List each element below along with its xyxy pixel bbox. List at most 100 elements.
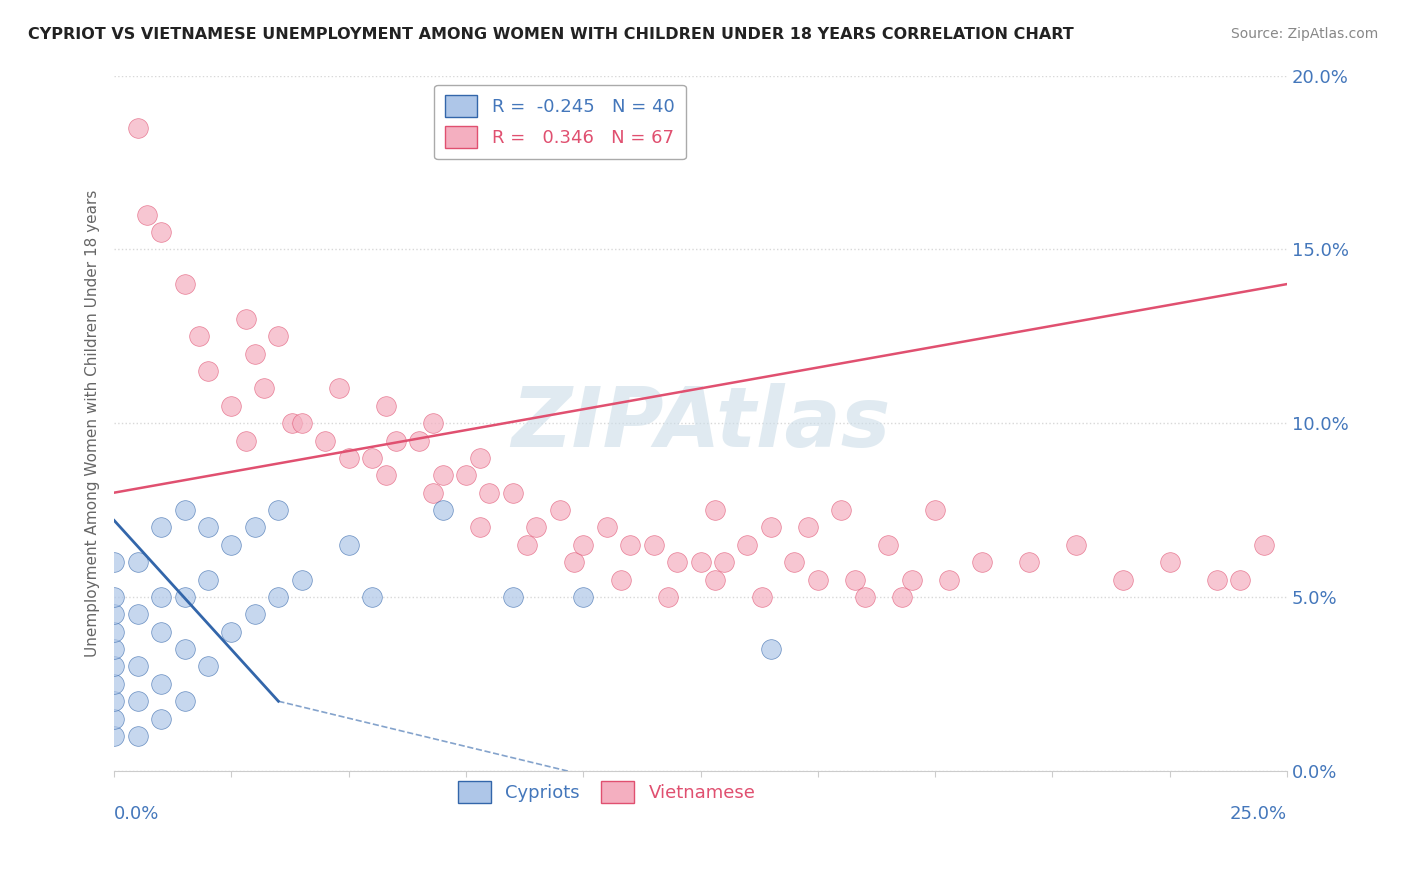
Point: [797, 520, 820, 534]
Point: [173, 642, 195, 657]
Point: [197, 573, 219, 587]
Point: [759, 642, 782, 657]
Text: CYPRIOT VS VIETNAMESE UNEMPLOYMENT AMONG WOMEN WITH CHILDREN UNDER 18 YEARS CORR: CYPRIOT VS VIETNAMESE UNEMPLOYMENT AMONG…: [28, 27, 1074, 42]
Point: [103, 694, 125, 708]
Point: [127, 120, 149, 135]
Point: [197, 659, 219, 673]
Point: [291, 416, 314, 430]
Point: [751, 590, 773, 604]
Point: [173, 694, 195, 708]
Point: [103, 590, 125, 604]
Point: [173, 590, 195, 604]
Point: [197, 364, 219, 378]
Point: [103, 555, 125, 569]
Point: [1253, 538, 1275, 552]
Point: [150, 520, 173, 534]
Point: [1229, 573, 1251, 587]
Point: [221, 538, 243, 552]
Point: [150, 225, 173, 239]
Point: [1064, 538, 1087, 552]
Point: [548, 503, 571, 517]
Legend: Cypriots, Vietnamese: Cypriots, Vietnamese: [451, 774, 762, 811]
Point: [243, 607, 266, 622]
Point: [243, 520, 266, 534]
Point: [468, 450, 491, 465]
Point: [375, 468, 398, 483]
Point: [759, 520, 782, 534]
Point: [173, 277, 195, 291]
Text: 0.0%: 0.0%: [114, 805, 159, 823]
Point: [432, 503, 454, 517]
Point: [1018, 555, 1040, 569]
Point: [689, 555, 711, 569]
Point: [375, 399, 398, 413]
Point: [187, 329, 209, 343]
Point: [1159, 555, 1181, 569]
Point: [337, 450, 360, 465]
Point: [361, 590, 384, 604]
Point: [221, 399, 243, 413]
Point: [150, 624, 173, 639]
Point: [103, 712, 125, 726]
Point: [737, 538, 759, 552]
Point: [127, 694, 149, 708]
Point: [197, 520, 219, 534]
Point: [103, 642, 125, 657]
Point: [853, 590, 876, 604]
Point: [384, 434, 406, 448]
Point: [562, 555, 585, 569]
Point: [807, 573, 830, 587]
Point: [281, 416, 304, 430]
Point: [1205, 573, 1227, 587]
Point: [703, 503, 725, 517]
Text: ZIPAtlas: ZIPAtlas: [510, 383, 890, 464]
Point: [713, 555, 735, 569]
Point: [478, 485, 501, 500]
Point: [643, 538, 665, 552]
Point: [150, 677, 173, 691]
Point: [900, 573, 922, 587]
Point: [783, 555, 806, 569]
Point: [150, 712, 173, 726]
Point: [127, 659, 149, 673]
Point: [221, 624, 243, 639]
Point: [173, 503, 195, 517]
Point: [103, 607, 125, 622]
Point: [103, 659, 125, 673]
Point: [830, 503, 852, 517]
Point: [502, 485, 524, 500]
Point: [267, 329, 290, 343]
Y-axis label: Unemployment Among Women with Children Under 18 years: Unemployment Among Women with Children U…: [86, 189, 100, 657]
Point: [328, 381, 350, 395]
Point: [844, 573, 866, 587]
Point: [596, 520, 619, 534]
Point: [657, 590, 679, 604]
Text: 25.0%: 25.0%: [1230, 805, 1286, 823]
Point: [136, 208, 159, 222]
Point: [524, 520, 547, 534]
Point: [970, 555, 993, 569]
Point: [127, 607, 149, 622]
Point: [516, 538, 538, 552]
Point: [291, 573, 314, 587]
Point: [666, 555, 689, 569]
Point: [127, 555, 149, 569]
Point: [432, 468, 454, 483]
Point: [267, 590, 290, 604]
Point: [103, 677, 125, 691]
Point: [502, 590, 524, 604]
Point: [361, 450, 384, 465]
Text: Source: ZipAtlas.com: Source: ZipAtlas.com: [1230, 27, 1378, 41]
Point: [877, 538, 900, 552]
Point: [924, 503, 946, 517]
Point: [703, 573, 725, 587]
Point: [103, 729, 125, 743]
Point: [619, 538, 641, 552]
Point: [314, 434, 336, 448]
Point: [610, 573, 633, 587]
Point: [422, 485, 444, 500]
Point: [572, 538, 595, 552]
Point: [103, 624, 125, 639]
Point: [1112, 573, 1135, 587]
Point: [891, 590, 914, 604]
